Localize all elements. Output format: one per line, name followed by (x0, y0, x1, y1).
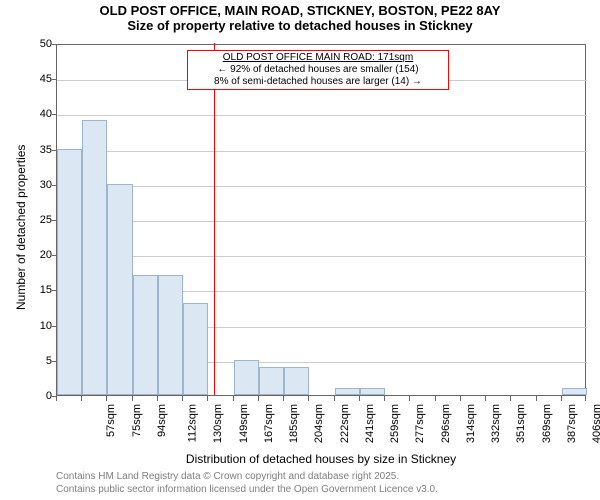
y-ticks: 05101520253035404550 (0, 44, 56, 396)
footnote: Contains HM Land Registry data © Crown c… (56, 470, 438, 496)
x-tick-mark (384, 396, 385, 401)
y-tick-mark (52, 326, 57, 327)
annotation-box: OLD POST OFFICE MAIN ROAD: 171sqm← 92% o… (187, 50, 449, 90)
chart-container: { "title_line1": "OLD POST OFFICE, MAIN … (0, 0, 600, 500)
gridline (57, 115, 587, 116)
x-tick-mark (106, 396, 107, 401)
x-tick-mark (308, 396, 309, 401)
gridline (57, 186, 587, 187)
footnote-line2: Contains public sector information licen… (56, 483, 438, 496)
histogram-bar (107, 184, 132, 395)
chart-title-line2: Size of property relative to detached ho… (0, 19, 600, 34)
y-tick-mark (52, 290, 57, 291)
x-tick-label: 296sqm (440, 404, 452, 443)
histogram-bar (234, 360, 259, 395)
x-tick-mark (132, 396, 133, 401)
histogram-bar (158, 275, 183, 395)
annotation-line2: ← 92% of detached houses are smaller (15… (191, 64, 445, 76)
y-tick-mark (52, 150, 57, 151)
x-tick-mark (233, 396, 234, 401)
x-tick-mark (585, 396, 586, 401)
x-axis-label: Distribution of detached houses by size … (56, 452, 586, 466)
x-tick-mark (536, 396, 537, 401)
y-tick-label: 40 (4, 108, 52, 120)
histogram-bar (259, 367, 284, 395)
x-tick-mark (258, 396, 259, 401)
histogram-bar (284, 367, 309, 395)
x-ticks: 57sqm 75sqm 94sqm 112sqm 130sqm 149sqm 167sqm 1… (56, 396, 586, 456)
histogram-bar (183, 303, 208, 395)
x-tick-mark (561, 396, 562, 401)
y-tick-label: 5 (4, 355, 52, 367)
x-tick-label: 241sqm (364, 404, 376, 443)
y-tick-mark (52, 220, 57, 221)
x-tick-label: 406sqm (591, 404, 600, 443)
histogram-bar (335, 388, 360, 395)
x-tick-mark (409, 396, 410, 401)
x-tick-mark (157, 396, 158, 401)
x-tick-mark (182, 396, 183, 401)
y-tick-mark (52, 255, 57, 256)
y-tick-label: 15 (4, 284, 52, 296)
histogram-bar (133, 275, 158, 395)
annotation-line3: 8% of semi-detached houses are larger (1… (191, 76, 445, 88)
y-tick-mark (52, 44, 57, 45)
x-tick-mark (81, 396, 82, 401)
footnote-line1: Contains HM Land Registry data © Crown c… (56, 470, 438, 483)
plot-area: OLD POST OFFICE MAIN ROAD: 171sqm← 92% o… (56, 44, 586, 396)
x-tick-label: 204sqm (314, 404, 326, 443)
x-tick-mark (334, 396, 335, 401)
gridline (57, 151, 587, 152)
x-tick-mark (56, 396, 57, 401)
x-tick-mark (510, 396, 511, 401)
x-tick-label: 57sqm (106, 404, 118, 437)
histogram-bar (562, 388, 587, 395)
x-tick-mark (485, 396, 486, 401)
gridline (57, 256, 587, 257)
x-tick-label: 369sqm (541, 404, 553, 443)
x-tick-mark (283, 396, 284, 401)
y-tick-label: 35 (4, 144, 52, 156)
x-tick-label: 259sqm (389, 404, 401, 443)
x-tick-label: 185sqm (288, 404, 300, 443)
x-tick-mark (207, 396, 208, 401)
x-tick-label: 222sqm (339, 404, 351, 443)
histogram-bar (57, 149, 82, 395)
x-tick-label: 94sqm (156, 404, 168, 437)
x-tick-label: 130sqm (213, 404, 225, 443)
y-tick-mark (52, 79, 57, 80)
x-tick-label: 167sqm (263, 404, 275, 443)
y-tick-label: 45 (4, 73, 52, 85)
x-tick-label: 112sqm (187, 404, 199, 442)
x-tick-label: 351sqm (515, 404, 527, 443)
annotation-line1: OLD POST OFFICE MAIN ROAD: 171sqm (191, 52, 445, 64)
y-tick-label: 30 (4, 179, 52, 191)
x-tick-label: 387sqm (566, 404, 578, 443)
histogram-bar (82, 120, 107, 395)
y-tick-mark (52, 185, 57, 186)
x-tick-label: 314sqm (465, 404, 477, 443)
chart-title-line1: OLD POST OFFICE, MAIN ROAD, STICKNEY, BO… (0, 0, 600, 19)
x-tick-mark (359, 396, 360, 401)
y-tick-label: 20 (4, 249, 52, 261)
x-tick-label: 75sqm (131, 404, 143, 437)
reference-line (214, 43, 215, 395)
y-tick-mark (52, 361, 57, 362)
histogram-bar (360, 388, 385, 395)
y-tick-label: 10 (4, 320, 52, 332)
x-tick-mark (435, 396, 436, 401)
gridline (57, 221, 587, 222)
y-tick-label: 25 (4, 214, 52, 226)
x-tick-label: 332sqm (490, 404, 502, 443)
x-tick-label: 277sqm (414, 404, 426, 443)
x-tick-label: 149sqm (238, 404, 250, 443)
y-tick-label: 0 (4, 390, 52, 402)
x-tick-mark (460, 396, 461, 401)
y-tick-label: 50 (4, 38, 52, 50)
y-tick-mark (52, 114, 57, 115)
